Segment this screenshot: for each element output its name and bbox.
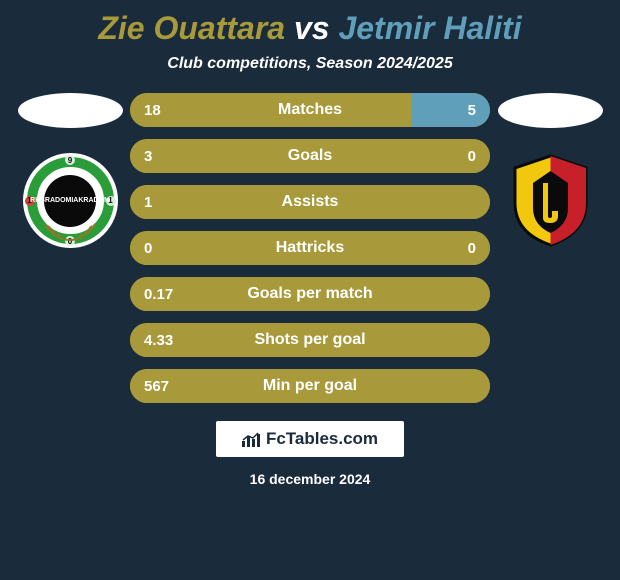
vs-text: vs bbox=[294, 10, 330, 46]
player2-name: Jetmir Haliti bbox=[338, 10, 521, 46]
player2-avatar bbox=[498, 93, 603, 128]
stat-label: Goals per match bbox=[130, 285, 490, 303]
player1-avatar bbox=[18, 93, 123, 128]
comparison-content: 9 1 1 0 RKS RADOMIAK RADOM bbox=[0, 93, 620, 403]
date-text: 16 december 2024 bbox=[250, 471, 371, 487]
club1-badge: 9 1 1 0 RKS RADOMIAK RADOM bbox=[23, 153, 118, 248]
stat-right-value: 5 bbox=[468, 102, 476, 119]
stat-bar: 1Assists bbox=[130, 185, 490, 219]
stat-bar: 18Matches5 bbox=[130, 93, 490, 127]
right-side bbox=[495, 93, 605, 248]
stat-bar: 0.17Goals per match bbox=[130, 277, 490, 311]
stat-right-value: 0 bbox=[468, 240, 476, 257]
left-side: 9 1 1 0 RKS RADOMIAK RADOM bbox=[15, 93, 125, 248]
stat-right-value: 0 bbox=[468, 148, 476, 165]
stat-label: Assists bbox=[130, 193, 490, 211]
stat-bar: 567Min per goal bbox=[130, 369, 490, 403]
stat-bar: 0Hattricks0 bbox=[130, 231, 490, 265]
brand-text: FcTables.com bbox=[266, 429, 378, 449]
stat-bars: 18Matches53Goals01Assists0Hattricks00.17… bbox=[130, 93, 490, 403]
stat-bar: 3Goals0 bbox=[130, 139, 490, 173]
stat-label: Goals bbox=[130, 147, 490, 165]
comparison-title: Zie Ouattara vs Jetmir Haliti bbox=[0, 10, 620, 47]
stat-label: Matches bbox=[130, 101, 490, 119]
stat-label: Shots per goal bbox=[130, 331, 490, 349]
club2-badge bbox=[503, 153, 598, 248]
chart-icon bbox=[242, 431, 260, 447]
footer: FcTables.com 16 december 2024 bbox=[0, 421, 620, 487]
player1-name: Zie Ouattara bbox=[98, 10, 285, 46]
laurel-icon bbox=[40, 222, 100, 242]
shield-icon bbox=[508, 153, 593, 248]
badge1-top-digit: 9 bbox=[65, 155, 75, 165]
stat-label: Hattricks bbox=[130, 239, 490, 257]
stat-label: Min per goal bbox=[130, 377, 490, 395]
badge1-inner-text: RKS RADOMIAK RADOM bbox=[44, 175, 96, 227]
stat-bar: 4.33Shots per goal bbox=[130, 323, 490, 357]
subtitle: Club competitions, Season 2024/2025 bbox=[0, 55, 620, 73]
brand-box[interactable]: FcTables.com bbox=[216, 421, 404, 457]
